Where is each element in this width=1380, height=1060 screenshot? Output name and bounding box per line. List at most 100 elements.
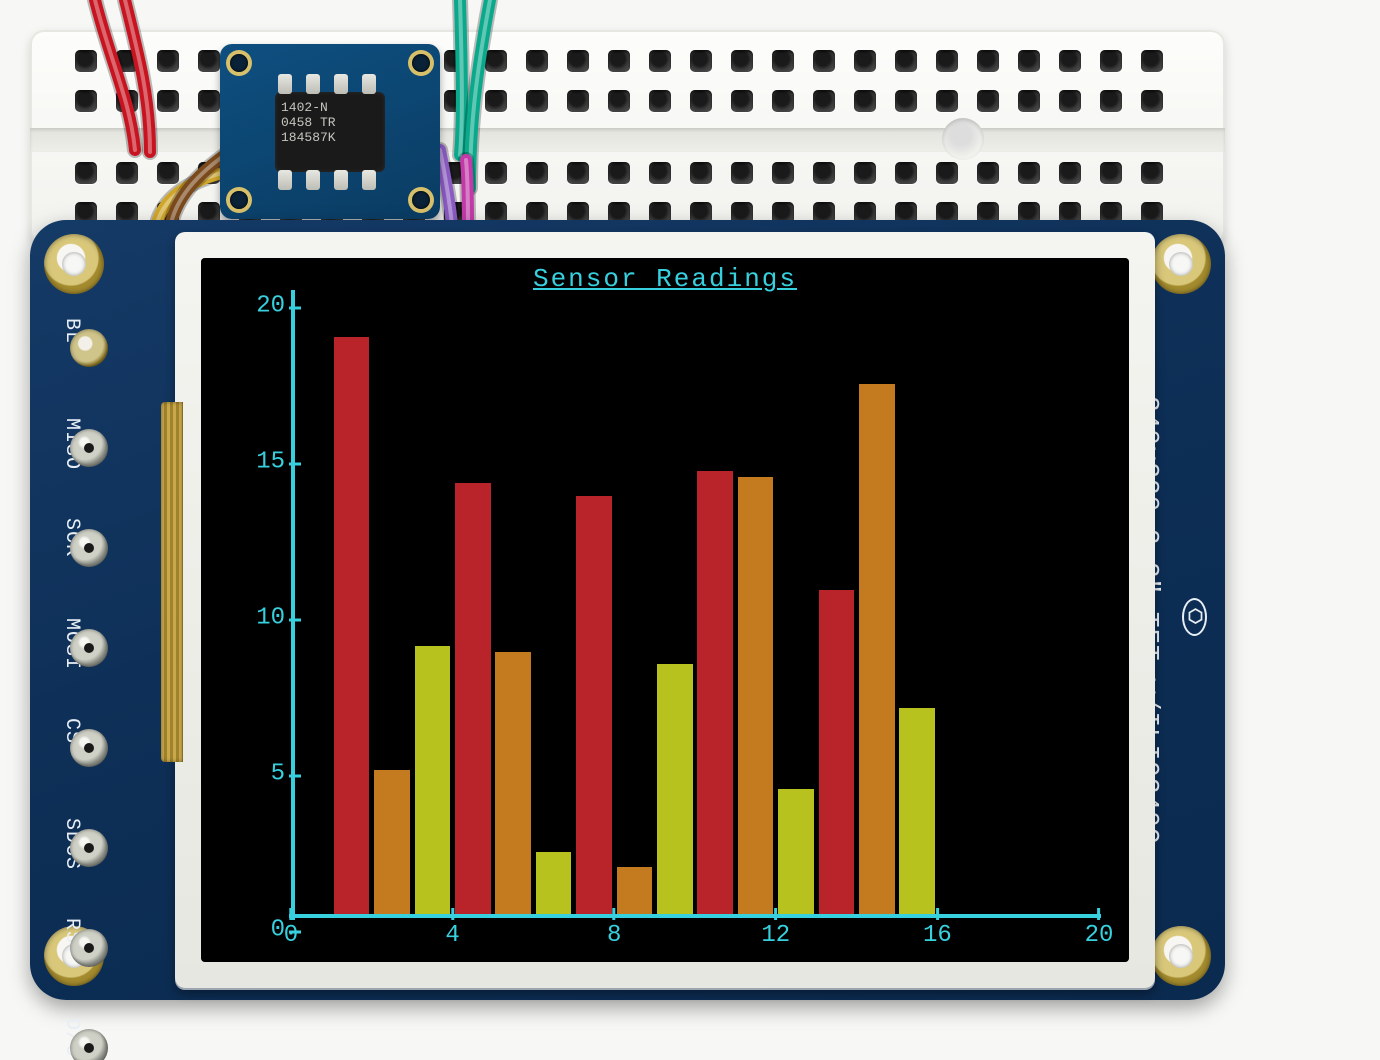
breadboard-hole — [1059, 50, 1081, 72]
breadboard-hole — [690, 90, 712, 112]
x-tick: 0 — [284, 918, 298, 949]
scene: 1402-N0458 TR184587K ⬡ 240x320 2.2" TFT … — [0, 0, 1380, 1060]
chart-title: Sensor Readings — [223, 264, 1107, 294]
breadboard-hole — [1100, 90, 1122, 112]
chart-bar — [415, 646, 451, 914]
chart-bar — [697, 471, 733, 914]
breadboard-hole — [198, 162, 220, 184]
breadboard-hole — [1141, 162, 1163, 184]
mounting-hole — [44, 234, 104, 294]
breadboard-hole — [936, 50, 958, 72]
ic-chip: 1402-N0458 TR184587K — [275, 92, 385, 172]
chip-leg — [334, 170, 348, 190]
breadboard-hole — [608, 90, 630, 112]
y-tick: 15 — [235, 449, 291, 476]
breadboard-channel — [30, 128, 1225, 152]
breadboard-hole — [1100, 162, 1122, 184]
breadboard-hole — [731, 162, 753, 184]
sensor-readings-chart: Sensor Readings 05101520048121620 — [223, 264, 1107, 956]
y-axis — [291, 290, 295, 920]
breadboard-hole — [895, 50, 917, 72]
breadboard-hole — [813, 90, 835, 112]
x-tick: 4 — [445, 918, 459, 949]
breadboard-hole — [1018, 90, 1040, 112]
chip-leg — [278, 170, 292, 190]
breadboard-hole — [649, 50, 671, 72]
breadboard-hole — [731, 90, 753, 112]
chip-leg — [306, 170, 320, 190]
breadboard-hole — [198, 50, 220, 72]
chart-bar — [859, 384, 895, 914]
x-tick: 16 — [923, 918, 952, 949]
x-tick: 20 — [1085, 918, 1114, 949]
breadboard-hole — [444, 50, 466, 72]
breadboard-hole — [895, 90, 917, 112]
mounting-hole — [1151, 234, 1211, 294]
x-axis — [289, 914, 1101, 918]
chart-bar — [738, 477, 774, 914]
breadboard-hole — [157, 90, 179, 112]
breadboard-hole — [75, 90, 97, 112]
header-pad — [70, 629, 108, 667]
mini-board-hole — [412, 191, 430, 209]
breadboard-hole — [116, 162, 138, 184]
y-tick: 20 — [235, 293, 291, 320]
breadboard-hole — [854, 162, 876, 184]
y-tick: 0 — [235, 917, 291, 944]
silkscreen-right: ⬡ 240x320 2.2" TFT w/ILI9340C by adafrui… — [1157, 340, 1207, 900]
header-pad — [70, 929, 108, 967]
chart-bar — [899, 708, 935, 914]
breadboard-hole — [75, 162, 97, 184]
chip-leg — [306, 74, 320, 94]
chart-bar — [536, 852, 572, 914]
breadboard-hole — [1018, 162, 1040, 184]
breadboard-hole — [485, 162, 507, 184]
breadboard-hole — [895, 162, 917, 184]
chart-bar — [374, 770, 410, 914]
chart-bar — [495, 652, 531, 914]
breadboard-hole — [75, 50, 97, 72]
header-column: BL MISO SCK MOSI CS — [70, 320, 150, 760]
y-tick: 5 — [235, 761, 291, 788]
header-pad — [70, 329, 108, 367]
breadboard-hole — [772, 162, 794, 184]
breadboard-hole — [649, 162, 671, 184]
breadboard-hole — [772, 50, 794, 72]
flex-ribbon — [161, 402, 183, 762]
breadboard-mount-hole — [942, 118, 984, 160]
chart-bar — [334, 337, 370, 914]
header-pad — [70, 429, 108, 467]
breadboard-hole — [526, 162, 548, 184]
breadboard-hole — [567, 162, 589, 184]
breadboard-hole — [1141, 50, 1163, 72]
chart-bar — [657, 664, 693, 914]
breadboard-hole — [649, 90, 671, 112]
tft-screen: Sensor Readings 05101520048121620 — [201, 258, 1129, 962]
breadboard-hole — [813, 162, 835, 184]
x-tick: 12 — [761, 918, 790, 949]
mini-board-hole — [230, 54, 248, 72]
chart-bar — [576, 496, 612, 914]
breadboard-hole — [854, 90, 876, 112]
breadboard-hole — [157, 50, 179, 72]
breadboard-hole — [485, 50, 507, 72]
mounting-hole — [1151, 926, 1211, 986]
breadboard-hole — [116, 90, 138, 112]
breadboard-hole — [854, 50, 876, 72]
breadboard-hole — [690, 162, 712, 184]
header-pad — [70, 529, 108, 567]
breadboard-hole — [936, 90, 958, 112]
tft-bezel: Sensor Readings 05101520048121620 — [175, 232, 1155, 988]
mini-board-hole — [230, 191, 248, 209]
chart-bar — [778, 789, 814, 914]
breadboard — [30, 30, 1225, 245]
breadboard-hole — [116, 50, 138, 72]
header-pad — [70, 1029, 108, 1060]
breadboard-hole — [444, 162, 466, 184]
header-pad — [70, 729, 108, 767]
breadboard-hole — [526, 50, 548, 72]
breadboard-hole — [1018, 50, 1040, 72]
chart-bar — [455, 483, 491, 914]
breadboard-hole — [1059, 162, 1081, 184]
chip-leg — [334, 74, 348, 94]
